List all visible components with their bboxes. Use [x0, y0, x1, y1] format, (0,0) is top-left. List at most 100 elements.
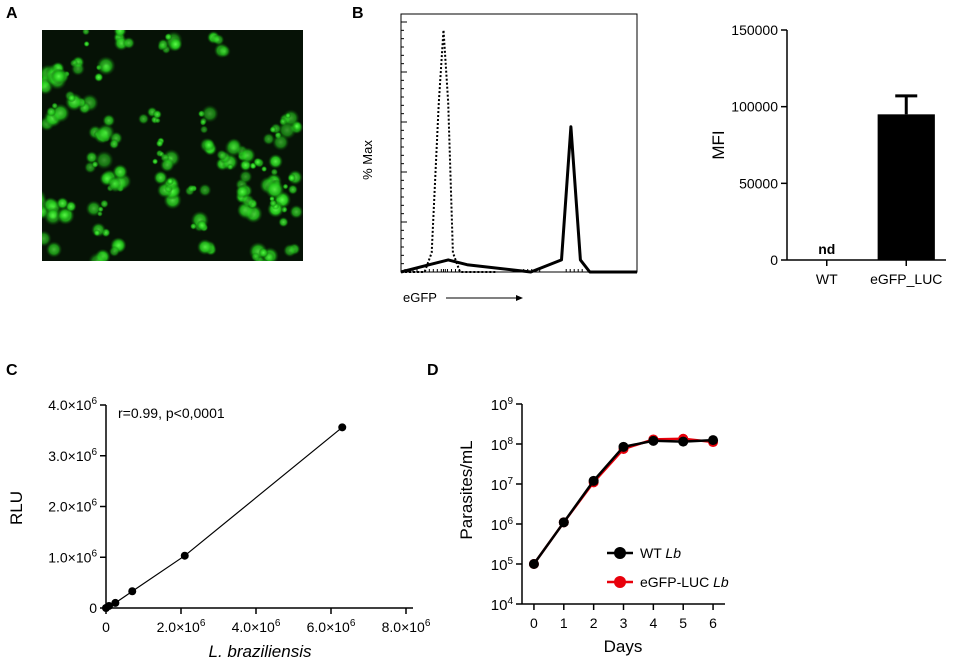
fluorescent-cell — [97, 206, 104, 213]
growth-series-line — [532, 437, 714, 565]
fluorescent-cell — [50, 68, 67, 85]
fluorescent-cell — [264, 179, 285, 200]
rlu-x-tick-label: 6.0×106 — [307, 618, 356, 635]
fluorescent-cell — [112, 163, 129, 180]
rlu-x-tick-label: 0 — [102, 619, 110, 635]
fluorescent-cell — [33, 86, 42, 95]
histogram-x-arrow — [446, 295, 523, 301]
rlu-data-point — [111, 598, 120, 607]
fluorescent-cell — [199, 117, 208, 125]
mfi-y-tick-label: 0 — [770, 252, 778, 268]
rlu-scatter-chart: RLU L. braziliensis r=0.99, p<0,0001 0 1.… — [7, 396, 431, 661]
growth-data-point — [708, 435, 719, 446]
fluorescent-cell — [269, 126, 277, 134]
fluorescent-cell — [199, 125, 209, 134]
mfi-nd-annotation: nd — [818, 241, 835, 257]
rlu-y-tick-label: 0 — [89, 600, 97, 616]
fluorescent-cell — [96, 123, 116, 142]
fluorescent-cell — [239, 147, 256, 164]
fluorescent-cell — [87, 252, 108, 261]
panel-label-a: A — [6, 5, 18, 22]
legend-swatch-marker — [614, 547, 626, 559]
rlu-x-title: L. braziliensis — [209, 642, 312, 661]
correlation-annotation: r=0.99, p<0,0001 — [118, 405, 225, 421]
fluorescent-cell — [253, 261, 264, 272]
fluorescent-cell — [93, 229, 101, 237]
fluorescent-cell — [271, 133, 290, 151]
rlu-data-point — [180, 551, 189, 560]
fluorescent-cell — [94, 150, 114, 170]
rlu-data-point — [338, 423, 347, 432]
fluorescent-cell — [42, 82, 43, 84]
rlu-y-title: RLU — [7, 491, 26, 525]
fluorescent-cell — [226, 163, 234, 171]
fluorescent-cell — [108, 138, 120, 150]
micrograph-image — [33, 30, 303, 272]
histogram-plot: % Max eGFP — [360, 13, 638, 305]
growth-x-tick-label: 6 — [709, 615, 717, 631]
fluorescent-cell — [168, 37, 183, 52]
mfi-y-title: MFI — [709, 130, 728, 159]
fluorescent-cell — [217, 44, 231, 58]
rlu-data-point — [128, 587, 137, 596]
rlu-y-tick-label: 1.0×106 — [48, 548, 97, 565]
fluorescent-cell — [107, 176, 122, 191]
histogram-series-solid — [400, 125, 637, 274]
growth-series-line — [532, 438, 714, 565]
growth-x-tick-label: 4 — [649, 615, 657, 631]
fluorescent-cell — [269, 199, 278, 208]
rlu-fit-line — [105, 426, 343, 609]
panel-label-b: B — [352, 5, 364, 22]
fluorescent-cell — [70, 61, 86, 76]
growth-data-point — [588, 475, 599, 486]
histogram-series-dotted — [401, 29, 496, 273]
fluorescent-cell — [159, 157, 175, 173]
fluorescent-cell — [224, 138, 243, 157]
fluorescent-cell — [212, 33, 225, 46]
legend-label: WT Lb — [640, 545, 681, 561]
fluorescent-cell — [154, 117, 161, 124]
mfi-category-label: WT — [816, 271, 838, 287]
fluorescent-cell — [238, 169, 253, 184]
mfi-bar-chart: MFI nd 0 50000 100000 150000 WT eGFP_LUC — [709, 22, 946, 287]
fluorescent-cell — [46, 106, 57, 117]
fluorescent-cell — [283, 243, 297, 258]
fluorescent-cell — [253, 157, 263, 167]
growth-x-tick-label: 5 — [679, 615, 687, 631]
growth-curve-chart: Parasites/mL Days 104 105 106 107 108 109 0 1 2 3… — [457, 396, 729, 656]
fluorescent-cell — [108, 245, 120, 258]
mfi-y-tick-label: 50000 — [739, 175, 778, 191]
fluorescent-cell — [278, 216, 289, 228]
fluorescent-cell — [151, 158, 159, 165]
legend-swatch-marker — [614, 576, 626, 588]
mfi-y-tick-label: 150000 — [731, 22, 778, 38]
fluorescent-cell — [45, 241, 63, 258]
rlu-x-tick-label: 8.0×106 — [382, 618, 431, 635]
fluorescent-cell — [262, 132, 275, 146]
legend-label: eGFP-LUC Lb — [640, 574, 729, 590]
growth-data-point — [558, 517, 569, 528]
fluorescent-cell — [155, 139, 164, 148]
fluorescent-cell — [99, 199, 109, 209]
fluorescent-cell — [287, 173, 297, 183]
growth-x-title: Days — [604, 637, 643, 656]
fluorescent-cell — [102, 113, 116, 128]
fluorescent-cell — [261, 259, 268, 261]
fluorescent-cell — [94, 72, 104, 83]
rlu-y-tick-label: 2.0×106 — [48, 498, 97, 515]
fluorescent-cell — [250, 252, 261, 261]
growth-data-point — [678, 436, 689, 447]
fluorescent-cell — [267, 153, 284, 170]
growth-y-tick-label: 104 — [491, 596, 514, 614]
growth-y-tick-label: 107 — [491, 476, 514, 494]
growth-x-tick-label: 2 — [590, 615, 598, 631]
growth-y-tick-label: 108 — [491, 436, 514, 454]
fluorescent-cell — [113, 30, 127, 38]
fluorescent-cell — [198, 183, 212, 197]
panel-label-d: D — [427, 362, 439, 379]
growth-y-tick-label: 106 — [491, 516, 514, 534]
fluorescent-cell — [260, 165, 268, 173]
fluorescent-cell — [202, 138, 216, 152]
fluorescent-cell — [153, 170, 168, 185]
histogram-y-title: % Max — [360, 140, 375, 180]
